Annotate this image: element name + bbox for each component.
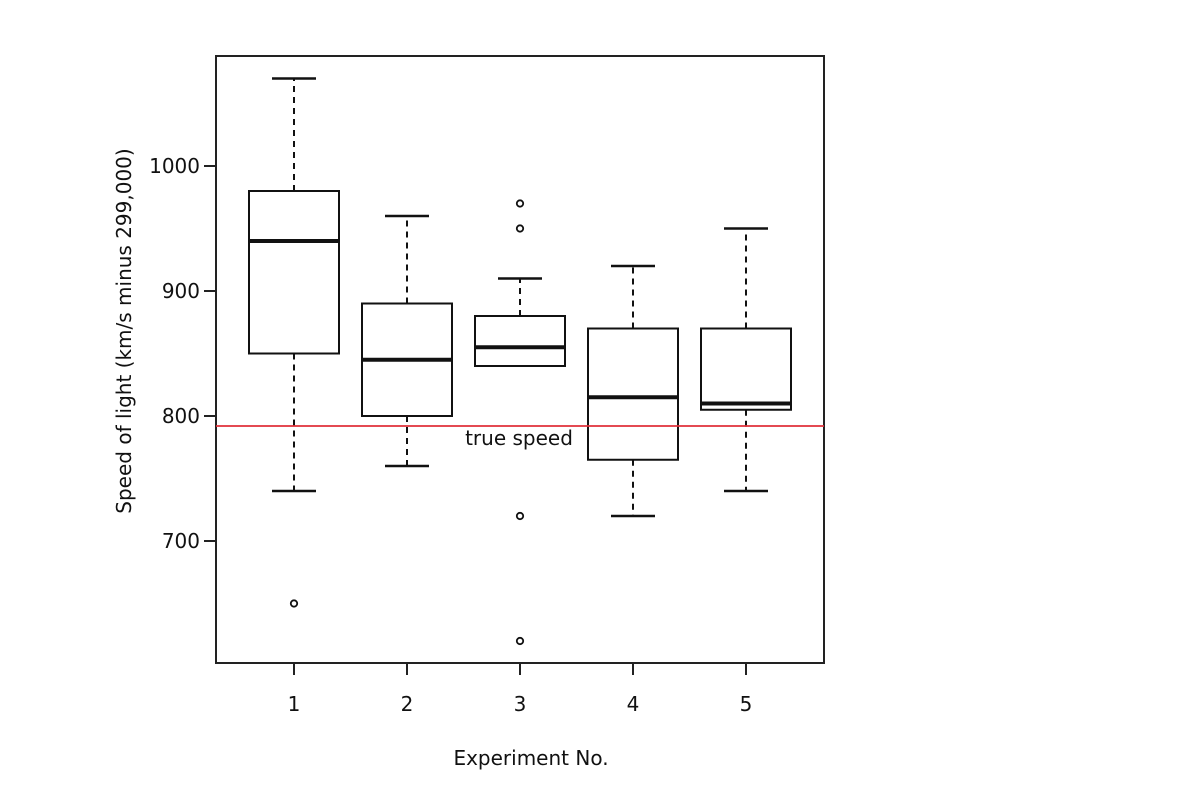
outlier-point <box>515 224 525 233</box>
outlier-point <box>289 599 299 608</box>
y-axis-title: Speed of light (km/s minus 299,000) <box>112 148 136 513</box>
reference-line-group: true speed <box>216 425 824 450</box>
x-tick-label: 4 <box>627 692 640 716</box>
y-axis: 700 800 900 1000 <box>149 154 216 553</box>
box-experiment-4 <box>587 264 679 518</box>
x-tick-label: 1 <box>288 692 301 716</box>
outlier-point <box>515 636 525 646</box>
outlier-point <box>515 199 525 208</box>
iqr-box <box>587 327 679 461</box>
box-experiment-3 <box>474 199 566 646</box>
outlier-point <box>515 511 525 521</box>
x-axis-title: Experiment No. <box>453 746 608 770</box>
x-axis: 1 2 3 4 5 <box>288 663 753 716</box>
true-speed-label: true speed <box>465 426 573 450</box>
x-tick-label: 2 <box>401 692 414 716</box>
box-experiment-5 <box>700 227 792 493</box>
iqr-box <box>474 315 566 367</box>
y-tick-label: 1000 <box>149 154 200 178</box>
x-tick-label: 3 <box>514 692 527 716</box>
box-experiment-1 <box>248 77 340 608</box>
x-tick-label: 5 <box>740 692 753 716</box>
box-experiment-2 <box>361 214 453 468</box>
iqr-box <box>248 190 340 355</box>
iqr-box <box>700 327 792 411</box>
y-tick-label: 900 <box>162 279 200 303</box>
boxes <box>248 77 792 646</box>
y-tick-label: 700 <box>162 529 200 553</box>
y-tick-label: 800 <box>162 404 200 428</box>
